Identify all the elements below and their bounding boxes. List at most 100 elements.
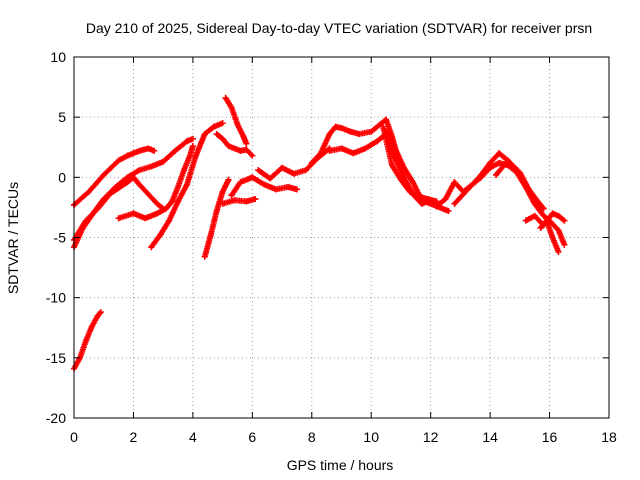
data-point — [478, 174, 485, 181]
data-point — [392, 145, 398, 152]
data-point — [82, 217, 89, 224]
data-point — [496, 150, 503, 157]
data-point — [451, 179, 458, 186]
data-point — [549, 210, 556, 217]
data-point — [219, 200, 226, 207]
series-track-9 — [222, 94, 250, 147]
series-track-3 — [71, 145, 158, 209]
data-point — [175, 183, 182, 190]
data-point — [279, 164, 286, 171]
data-point — [192, 152, 199, 159]
data-point — [130, 210, 137, 217]
data-point — [82, 337, 89, 344]
x-tick-label: 2 — [130, 429, 138, 445]
series-track-5 — [115, 143, 196, 222]
data-point — [285, 183, 291, 190]
data-point — [148, 244, 155, 251]
data-point — [225, 176, 232, 183]
data-point — [368, 128, 375, 135]
data-point — [338, 145, 345, 152]
data-point — [555, 212, 562, 219]
data-point — [400, 164, 407, 171]
data-point — [442, 195, 449, 202]
data-point — [522, 217, 529, 224]
data-point — [186, 152, 193, 159]
data-point — [383, 116, 390, 123]
data-point — [308, 159, 315, 166]
y-tick-label: -5 — [54, 230, 67, 246]
data-point — [219, 120, 226, 127]
data-point — [290, 170, 297, 177]
data-point — [228, 104, 235, 111]
data-point — [317, 150, 324, 157]
data-point — [169, 198, 176, 205]
data-point — [534, 198, 541, 205]
data-point — [561, 217, 568, 224]
data-point — [374, 138, 381, 145]
data-point — [540, 212, 547, 219]
data-point — [163, 205, 170, 212]
data-point — [249, 174, 256, 181]
data-point — [531, 212, 538, 219]
data-point — [231, 197, 238, 204]
x-tick-label: 4 — [189, 429, 197, 445]
data-point — [424, 195, 431, 202]
data-point — [175, 198, 182, 205]
data-point — [124, 152, 131, 159]
data-point — [88, 323, 95, 330]
data-point — [549, 234, 556, 241]
data-point — [451, 200, 458, 207]
data-point — [201, 253, 208, 260]
data-point — [222, 94, 229, 101]
data-point — [115, 185, 122, 192]
data-point — [469, 181, 476, 188]
y-tick-label: 0 — [58, 169, 66, 185]
data-point — [237, 147, 244, 154]
series-track-10 — [228, 174, 300, 199]
data-point — [154, 200, 161, 207]
series-track-7 — [201, 176, 232, 260]
data-point — [362, 145, 369, 152]
data-point — [252, 195, 259, 202]
data-point — [406, 188, 413, 195]
data-point — [389, 162, 396, 169]
series-track-6 — [148, 120, 226, 251]
data-point — [172, 147, 179, 154]
data-point — [525, 186, 532, 193]
series-track-11 — [219, 195, 259, 207]
chart-title: Day 210 of 2025, Sidereal Day-to-day VTE… — [86, 20, 592, 36]
data-point — [94, 312, 101, 319]
series-track-8 — [213, 131, 256, 159]
data-point — [543, 217, 550, 224]
series-layer — [71, 94, 568, 372]
data-point — [249, 152, 256, 159]
data-point — [213, 131, 220, 138]
data-point — [166, 217, 173, 224]
data-point — [555, 248, 562, 255]
data-point — [228, 192, 235, 199]
data-point — [267, 175, 274, 182]
data-point — [397, 176, 404, 183]
data-point — [210, 123, 217, 130]
data-point — [189, 135, 196, 142]
data-point — [225, 143, 232, 150]
data-point — [100, 198, 107, 205]
data-point — [183, 138, 190, 145]
data-point — [97, 309, 104, 316]
data-point — [338, 124, 345, 131]
data-point — [415, 193, 422, 200]
data-point — [94, 205, 101, 212]
data-point — [350, 150, 357, 157]
data-point — [130, 174, 137, 181]
data-point — [85, 188, 92, 195]
data-point — [261, 181, 268, 188]
data-point — [561, 241, 568, 248]
data-point — [240, 133, 247, 140]
x-tick-label: 8 — [308, 429, 316, 445]
x-tick-label: 6 — [248, 429, 256, 445]
axis-ticks: 0 2 4 6 8 10 12 14 16 18 -20 -15 -10 -5 0 5 10 — [46, 49, 617, 445]
data-point — [555, 227, 562, 234]
data-point — [219, 188, 226, 195]
